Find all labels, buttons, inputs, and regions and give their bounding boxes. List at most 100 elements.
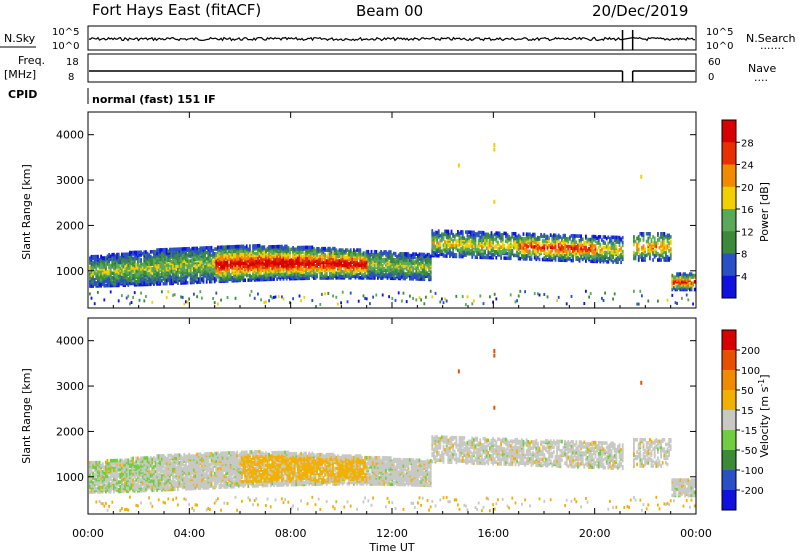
clutter-cell bbox=[186, 300, 189, 304]
data-cell bbox=[250, 261, 253, 265]
data-cell bbox=[372, 266, 374, 271]
data-cell bbox=[591, 254, 594, 259]
data-cell bbox=[644, 247, 646, 251]
data-cell bbox=[495, 256, 498, 260]
data-cell bbox=[241, 258, 243, 263]
clutter-cell bbox=[692, 302, 694, 306]
clutter-cell bbox=[249, 293, 251, 297]
data-cell bbox=[362, 273, 365, 277]
data-cell bbox=[538, 252, 541, 257]
data-cell bbox=[596, 248, 598, 253]
data-cell bbox=[93, 281, 96, 285]
data-cell bbox=[687, 284, 690, 289]
data-cell bbox=[445, 232, 448, 237]
data-cell bbox=[461, 245, 464, 250]
data-cell bbox=[551, 241, 554, 245]
nave-tick-bottom-right: 0 bbox=[708, 72, 714, 83]
data-cell bbox=[492, 240, 494, 245]
data-cell bbox=[482, 230, 485, 235]
clutter-cell bbox=[369, 302, 371, 306]
data-cell bbox=[130, 272, 133, 276]
data-cell bbox=[327, 251, 330, 256]
data-cell bbox=[508, 256, 510, 261]
freq-tick-top-left: 18 bbox=[66, 57, 79, 68]
data-cell bbox=[130, 250, 133, 255]
data-cell bbox=[533, 252, 536, 257]
data-cell bbox=[330, 262, 333, 266]
clutter-cell bbox=[274, 295, 277, 299]
data-cell bbox=[317, 247, 320, 251]
data-cell bbox=[553, 233, 555, 237]
data-cell bbox=[426, 255, 429, 260]
clutter-cell bbox=[183, 302, 186, 306]
data-cell bbox=[309, 245, 312, 250]
data-cell bbox=[213, 252, 216, 256]
data-cell bbox=[186, 270, 189, 274]
data-cell bbox=[477, 241, 480, 246]
data-cell bbox=[477, 233, 480, 238]
data-cell bbox=[213, 267, 216, 271]
data-cell bbox=[253, 251, 256, 256]
data-cell bbox=[244, 278, 246, 282]
data-cell bbox=[484, 238, 486, 243]
range-tick-label: 4000 bbox=[56, 129, 84, 142]
data-cell bbox=[506, 251, 509, 256]
data-cell bbox=[151, 280, 154, 285]
data-cell bbox=[420, 261, 422, 266]
data-cell bbox=[389, 259, 392, 264]
data-cell bbox=[540, 233, 542, 237]
data-cell bbox=[553, 236, 555, 241]
data-cell bbox=[137, 278, 139, 282]
data-cell bbox=[194, 246, 197, 251]
data-cell bbox=[101, 271, 104, 276]
data-cell bbox=[229, 260, 232, 265]
data-cell bbox=[157, 271, 160, 275]
clutter-cell bbox=[250, 289, 253, 293]
data-cell bbox=[151, 250, 154, 254]
clutter-cell bbox=[394, 298, 397, 302]
clutter-cell bbox=[298, 294, 301, 298]
data-cell bbox=[188, 268, 190, 273]
data-cell bbox=[119, 255, 122, 260]
data-cell bbox=[241, 275, 243, 280]
data-cell bbox=[289, 247, 291, 252]
data-cell bbox=[255, 256, 258, 260]
data-cell bbox=[263, 257, 266, 262]
data-cell bbox=[354, 269, 357, 274]
data-cell bbox=[599, 258, 602, 262]
data-cell bbox=[572, 241, 574, 246]
data-cell bbox=[487, 251, 490, 255]
data-cell bbox=[154, 263, 157, 268]
data-cell bbox=[154, 277, 157, 282]
clutter-cell bbox=[482, 302, 485, 306]
data-cell bbox=[281, 244, 283, 249]
data-cell bbox=[677, 280, 680, 284]
data-cell bbox=[193, 269, 195, 274]
data-cell bbox=[305, 259, 307, 264]
data-cell bbox=[276, 255, 278, 260]
data-cell bbox=[621, 257, 624, 262]
data-cell bbox=[511, 231, 514, 236]
clutter-cell bbox=[543, 293, 546, 296]
clutter-cell bbox=[172, 293, 174, 297]
data-cell bbox=[101, 263, 104, 268]
data-cell bbox=[665, 235, 667, 239]
data-cell bbox=[340, 254, 342, 258]
data-cell bbox=[196, 271, 198, 275]
data-cell bbox=[90, 265, 93, 270]
data-cell bbox=[409, 253, 411, 258]
data-cell bbox=[281, 272, 283, 277]
data-cell bbox=[476, 232, 478, 236]
data-cell bbox=[305, 256, 307, 260]
data-cell bbox=[537, 240, 539, 245]
data-cell bbox=[410, 277, 413, 281]
data-cell bbox=[681, 286, 683, 290]
data-cell bbox=[149, 267, 152, 271]
data-cell bbox=[583, 256, 586, 260]
data-cell bbox=[412, 252, 414, 256]
data-cell bbox=[261, 245, 264, 249]
data-cell bbox=[273, 251, 275, 255]
clutter-cell bbox=[636, 302, 638, 306]
data-cell bbox=[159, 272, 162, 277]
data-cell bbox=[610, 255, 613, 260]
